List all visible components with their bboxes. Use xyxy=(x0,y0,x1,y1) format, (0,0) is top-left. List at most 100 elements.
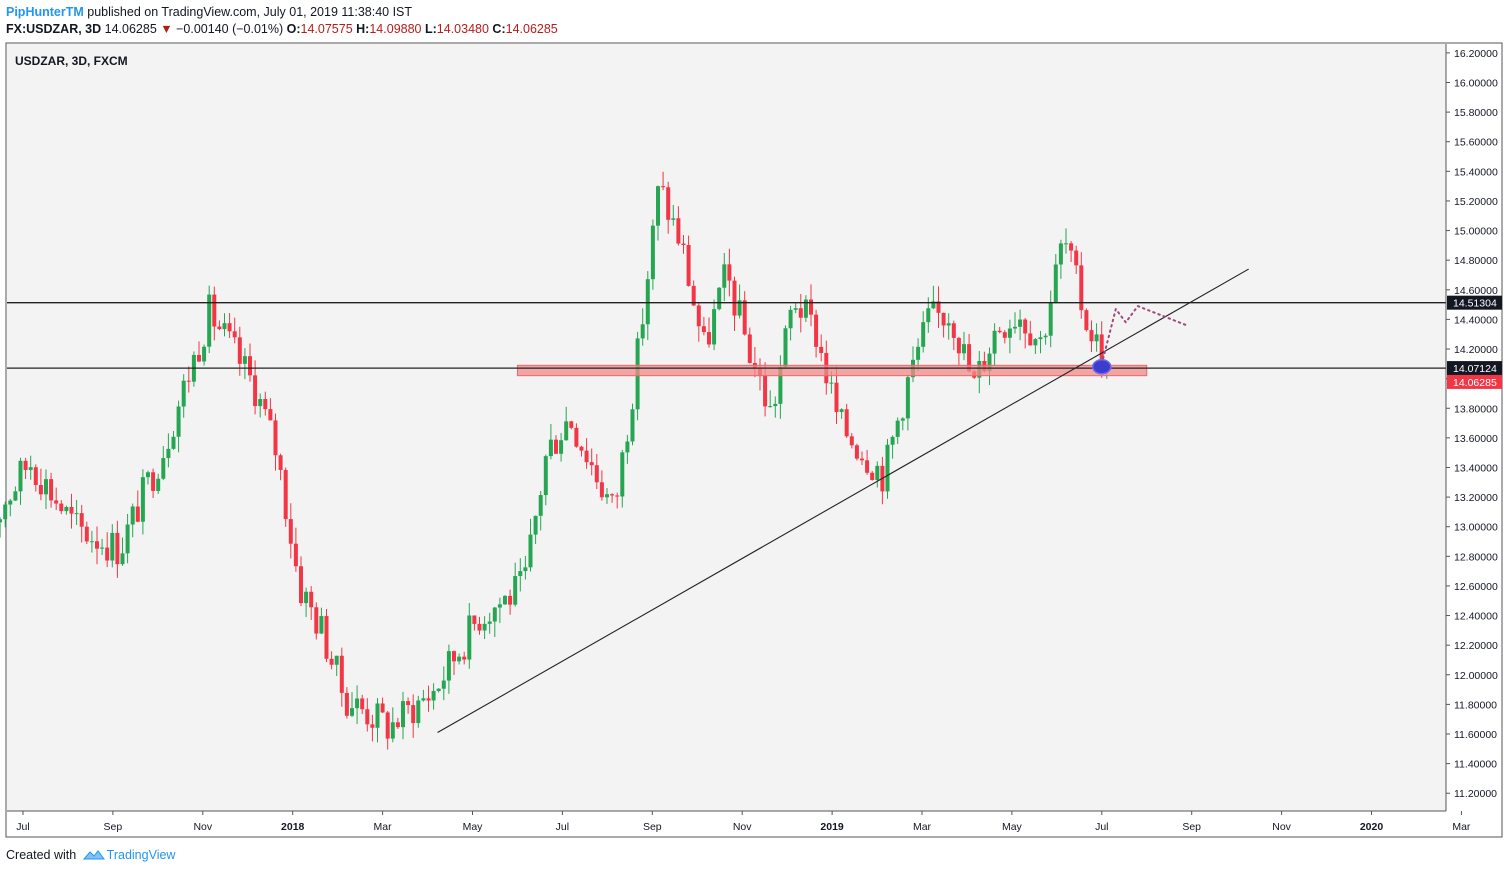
candle-body xyxy=(1084,310,1089,331)
level-price-label: 14.51304 xyxy=(1453,298,1497,310)
price-tick-label: 16.00000 xyxy=(1454,77,1498,89)
time-tick-label: Jul xyxy=(1095,821,1108,833)
candle-body xyxy=(69,506,74,514)
candle-body xyxy=(288,519,293,544)
candle-body xyxy=(640,324,645,339)
time-tick-label: Nov xyxy=(1272,821,1291,833)
price-axis[interactable]: 11.20000 11.40000 11.60000 11.80000 12.00000… xyxy=(1445,44,1502,811)
candle-body xyxy=(747,334,752,363)
plot-area[interactable] xyxy=(7,44,1446,811)
candle-body xyxy=(518,571,523,577)
candle-body xyxy=(548,439,553,457)
candle-body xyxy=(814,314,819,347)
low-label: L: xyxy=(424,22,437,36)
candle-body xyxy=(186,380,191,382)
candle-body xyxy=(732,280,737,316)
candle-body xyxy=(457,656,462,662)
candle-body xyxy=(94,541,99,549)
candle-body xyxy=(273,420,278,456)
candle-body xyxy=(385,712,390,739)
high-value: 14.09880 xyxy=(369,22,422,36)
price-tick-label: 16.20000 xyxy=(1454,48,1498,60)
down-arrow-icon: ▼ xyxy=(160,22,173,36)
candle-body xyxy=(819,346,824,353)
candle-body xyxy=(329,658,334,665)
close-value: 14.06285 xyxy=(505,22,558,36)
author-link[interactable]: PipHunterTM xyxy=(6,5,84,19)
candle-body xyxy=(43,479,48,495)
candle-body xyxy=(951,323,956,338)
candle-body xyxy=(1094,334,1099,342)
candle-body xyxy=(706,332,711,345)
candle-body xyxy=(1074,250,1079,266)
candle-body xyxy=(997,330,1002,333)
candle-body xyxy=(115,532,120,565)
price-tick-label: 14.40000 xyxy=(1454,314,1498,326)
candle-body xyxy=(293,543,298,567)
ohlc-line: FX:USDZAR, 3D 14.06285 ▼ −0.00140 (−0.01… xyxy=(6,21,558,38)
price-tick-label: 15.00000 xyxy=(1454,226,1498,238)
price-tick-label: 11.80000 xyxy=(1454,699,1497,711)
reaction-marker xyxy=(1092,359,1112,375)
candle-body xyxy=(941,312,946,326)
candle-body xyxy=(431,691,436,701)
candle-body xyxy=(380,703,385,713)
time-tick-label: 2018 xyxy=(281,821,305,833)
candle-body xyxy=(992,330,997,354)
price-tick-label: 11.60000 xyxy=(1454,729,1497,741)
candle-body xyxy=(202,346,207,362)
symbol-label[interactable]: FX:USDZAR, 3D xyxy=(6,22,102,36)
candle-body xyxy=(64,506,69,512)
support-zone-rectangle xyxy=(516,364,1148,377)
candle-body xyxy=(482,623,487,631)
candle-body xyxy=(166,448,171,459)
candle-body xyxy=(604,494,609,498)
candle-body xyxy=(84,526,89,542)
candle-body xyxy=(130,506,135,525)
price-tick-label: 12.20000 xyxy=(1454,640,1498,652)
price-tick-label: 14.20000 xyxy=(1454,344,1498,356)
level-price-label-bg xyxy=(1447,361,1502,376)
price-tick-label: 13.20000 xyxy=(1454,492,1498,504)
candle-body xyxy=(451,651,456,662)
candle-body xyxy=(79,513,84,527)
candle-body xyxy=(589,462,594,466)
candle-body xyxy=(890,436,895,445)
tradingview-link[interactable]: TradingView xyxy=(106,848,176,862)
candle-body xyxy=(237,337,242,364)
candle-body xyxy=(253,375,258,407)
candle-body xyxy=(931,301,936,309)
candle-body xyxy=(13,491,18,501)
price-tick-label: 15.60000 xyxy=(1454,137,1498,149)
time-tick-label: Mar xyxy=(374,821,393,833)
candle-body xyxy=(763,375,768,407)
candle-body xyxy=(492,607,497,622)
time-axis[interactable]: Jul Sep Nov 2018 Mar May Jul Sep Nov 2019 Mar May Ju… xyxy=(7,810,1471,833)
last-price: 14.06285 xyxy=(104,22,157,36)
chart-header: PipHunterTM published on TradingView.com… xyxy=(6,4,558,38)
candle-body xyxy=(135,506,140,522)
created-with-text: Created with xyxy=(6,848,77,862)
drawings-layer xyxy=(7,268,1446,734)
candle-body xyxy=(875,465,880,480)
candle-body xyxy=(436,688,441,692)
candle-body xyxy=(339,655,344,693)
current-price-label-bg xyxy=(1447,374,1502,389)
candle-body xyxy=(834,382,839,413)
candle-body xyxy=(630,409,635,442)
price-tick-label: 13.60000 xyxy=(1454,433,1498,445)
candle-body xyxy=(783,328,788,368)
candle-body xyxy=(543,456,548,496)
time-tick-label: 2020 xyxy=(1360,821,1384,833)
candle-body xyxy=(125,524,130,554)
candle-body xyxy=(946,323,951,326)
current-price-label: 14.06285 xyxy=(1453,377,1497,389)
candle-body xyxy=(839,409,844,413)
candle-body xyxy=(360,698,365,710)
candle-body xyxy=(1018,319,1023,327)
candle-body xyxy=(956,337,961,354)
candle-body xyxy=(885,444,890,492)
candle-body xyxy=(513,576,518,605)
candle-body xyxy=(615,495,620,497)
